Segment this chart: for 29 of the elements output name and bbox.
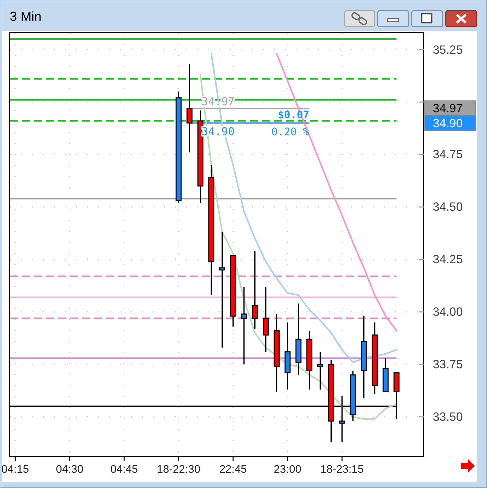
candlestick	[252, 250, 258, 330]
y-tick-label: 34.00	[433, 305, 464, 320]
y-tick-label: 35.25	[433, 42, 464, 57]
candlestick	[296, 303, 302, 376]
y-tick-label: 33.75	[433, 358, 464, 372]
x-tick-label: 04:30	[56, 464, 84, 476]
candlestick	[241, 286, 248, 366]
text: 34.97	[433, 102, 464, 116]
candlestick	[263, 286, 270, 353]
annotation: 0.20 %	[272, 126, 310, 138]
y-tick-label: 34.50	[433, 200, 464, 214]
candlestick	[382, 358, 389, 393]
x-tick-label: 18-22:30	[157, 464, 201, 476]
chart-title: 3 Min	[10, 9, 42, 24]
x-tick-label: 22:45	[220, 464, 248, 476]
y-tick-label: 34.25	[433, 252, 464, 267]
x-tick-label: 23:00	[274, 464, 302, 476]
candlestick	[284, 322, 291, 390]
x-tick-label: 04:15	[2, 464, 30, 476]
y-tick-label: 34.75	[433, 148, 464, 162]
x-tick-label: 18-23:15	[320, 464, 364, 476]
text: 34.90	[433, 116, 464, 130]
x-tick-label: 04:45	[110, 464, 138, 476]
candlestick	[186, 64, 193, 154]
candlestick	[219, 232, 226, 348]
y-tick-label: 33.50	[433, 410, 464, 424]
candlestick	[318, 351, 324, 390]
line-series	[200, 74, 398, 420]
annotation: $0.07	[278, 109, 310, 122]
